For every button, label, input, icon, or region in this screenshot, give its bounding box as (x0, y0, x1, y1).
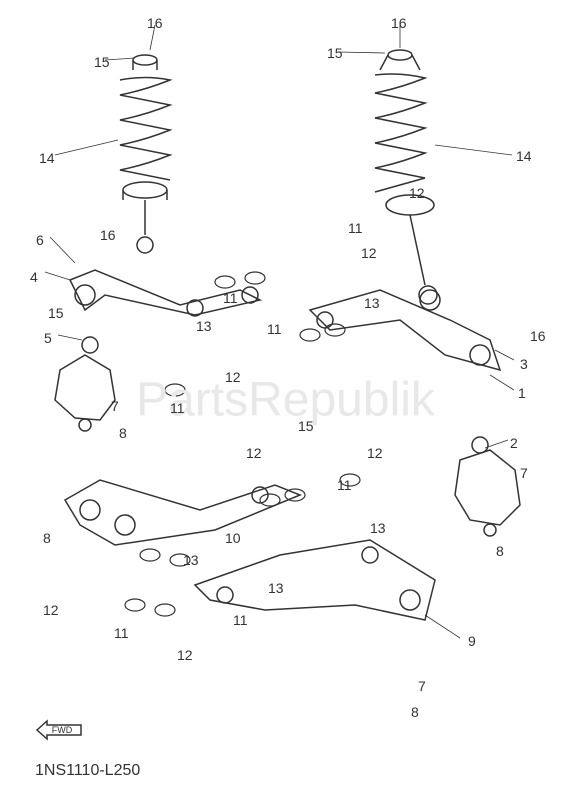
diagram-container: PartsRepublik 16 16 15 15 14 14 12 11 16… (0, 0, 571, 800)
callout-7-c: 7 (418, 678, 426, 694)
callout-8-b: 8 (43, 530, 51, 546)
callout-15-a: 15 (94, 54, 110, 70)
callout-16-d: 16 (530, 328, 546, 344)
callout-3: 3 (520, 356, 528, 372)
callout-15-d: 15 (298, 418, 314, 434)
callout-2: 2 (510, 435, 518, 451)
callout-13-c: 13 (370, 520, 386, 536)
callout-11-a: 11 (348, 220, 363, 236)
callout-16-b: 16 (391, 15, 407, 31)
fwd-direction-badge: FWD (35, 718, 85, 742)
callout-8-d: 8 (411, 704, 419, 720)
callout-8-c: 8 (496, 543, 504, 559)
callout-10: 10 (225, 530, 241, 546)
callout-11-d: 11 (170, 400, 185, 416)
callout-11-f: 11 (233, 612, 248, 628)
callout-13-a: 13 (364, 295, 380, 311)
callout-5: 5 (44, 330, 52, 346)
callout-11-e: 11 (337, 477, 352, 493)
parts-diagram-svg (0, 0, 571, 800)
figure-number: 1NS1110-L250 (35, 762, 140, 780)
callout-12-b: 12 (361, 245, 377, 261)
callout-12-f: 12 (43, 602, 59, 618)
callout-6: 6 (36, 232, 44, 248)
callout-12-a: 12 (409, 185, 425, 201)
callout-7-b: 7 (520, 465, 528, 481)
callout-12-e: 12 (367, 445, 383, 461)
callout-13-e: 13 (268, 580, 284, 596)
svg-text:FWD: FWD (52, 725, 73, 735)
callout-9: 9 (468, 633, 476, 649)
callout-13-b: 13 (196, 318, 212, 334)
callout-1: 1 (518, 385, 526, 401)
callout-11-b: 11 (223, 290, 238, 306)
callout-7-a: 7 (111, 398, 119, 414)
callout-15-b: 15 (327, 45, 343, 61)
callout-11-c: 11 (267, 321, 282, 337)
callout-4: 4 (30, 269, 38, 285)
callout-12-g: 12 (177, 647, 193, 663)
callout-14-a: 14 (39, 150, 55, 166)
callout-8-a: 8 (119, 425, 127, 441)
callout-14-b: 14 (516, 148, 532, 164)
callout-11-g: 11 (114, 625, 129, 641)
callout-12-c: 12 (225, 369, 241, 385)
callout-13-d: 13 (183, 552, 199, 568)
callout-16-a: 16 (147, 15, 163, 31)
callout-16-c: 16 (100, 227, 116, 243)
callout-12-d: 12 (246, 445, 262, 461)
callout-15-c: 15 (48, 305, 64, 321)
